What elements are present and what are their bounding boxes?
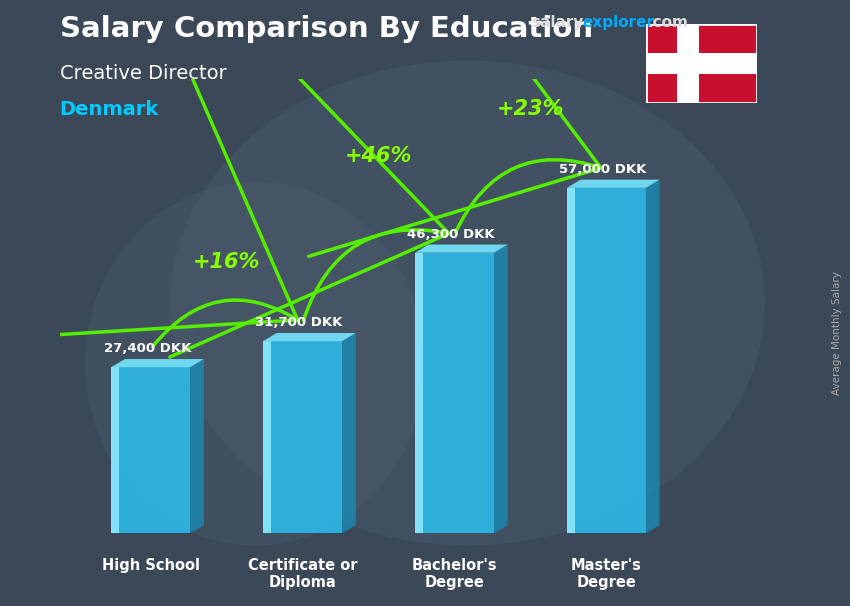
Text: Salary Comparison By Education: Salary Comparison By Education (60, 15, 592, 43)
Text: 27,400 DKK: 27,400 DKK (104, 342, 191, 355)
Text: explorer: explorer (582, 15, 654, 30)
Bar (677, 24, 699, 103)
Text: High School: High School (102, 558, 200, 573)
Polygon shape (111, 367, 190, 533)
Text: +46%: +46% (345, 145, 412, 166)
Text: salary: salary (531, 15, 584, 30)
Polygon shape (263, 341, 271, 533)
Text: +16%: +16% (193, 252, 260, 273)
Polygon shape (567, 179, 660, 188)
FancyArrowPatch shape (170, 13, 449, 357)
Text: 31,700 DKK: 31,700 DKK (256, 316, 343, 329)
Polygon shape (646, 179, 660, 533)
Text: Creative Director: Creative Director (60, 64, 226, 82)
Text: 46,300 DKK: 46,300 DKK (407, 228, 495, 241)
Polygon shape (111, 359, 204, 367)
Text: Master's
Degree: Master's Degree (571, 558, 642, 590)
Text: Certificate or
Diploma: Certificate or Diploma (248, 558, 357, 590)
Ellipse shape (170, 61, 765, 545)
FancyBboxPatch shape (646, 24, 756, 103)
Text: Bachelor's
Degree: Bachelor's Degree (411, 558, 497, 590)
Polygon shape (567, 188, 646, 533)
Bar (646, 53, 756, 74)
FancyArrowPatch shape (0, 40, 298, 347)
Polygon shape (190, 359, 204, 533)
Polygon shape (263, 333, 356, 341)
Polygon shape (415, 253, 494, 533)
Text: .com: .com (648, 15, 689, 30)
Polygon shape (111, 367, 119, 533)
Polygon shape (263, 341, 342, 533)
FancyArrowPatch shape (309, 0, 601, 256)
Polygon shape (494, 244, 507, 533)
Text: Denmark: Denmark (60, 100, 159, 119)
Polygon shape (567, 188, 575, 533)
Text: 57,000 DKK: 57,000 DKK (559, 163, 647, 176)
Text: Average Monthly Salary: Average Monthly Salary (832, 271, 842, 395)
Text: +23%: +23% (496, 99, 564, 119)
Polygon shape (342, 333, 356, 533)
Polygon shape (415, 253, 423, 533)
Polygon shape (415, 244, 507, 253)
Ellipse shape (85, 182, 425, 545)
